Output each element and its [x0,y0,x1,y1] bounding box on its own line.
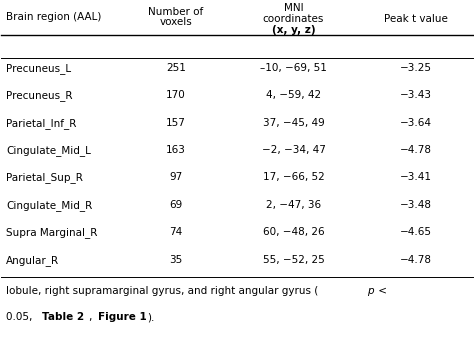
Text: Angular_R: Angular_R [6,255,59,266]
Text: 157: 157 [166,118,186,128]
Text: 251: 251 [166,63,186,73]
Text: 163: 163 [166,145,186,155]
Text: −3.25: −3.25 [400,63,432,73]
Text: 55, −52, 25: 55, −52, 25 [263,255,324,265]
Text: Precuneus_L: Precuneus_L [6,63,71,74]
Text: Precuneus_R: Precuneus_R [6,90,73,101]
Text: Cingulate_Mid_L: Cingulate_Mid_L [6,145,91,156]
Text: Number of: Number of [148,7,203,17]
Text: −4.78: −4.78 [400,145,432,155]
Text: lobule, right supramarginal gyrus, and right angular gyrus (: lobule, right supramarginal gyrus, and r… [6,286,319,296]
Text: −3.48: −3.48 [400,200,432,210]
Text: Parietal_Sup_R: Parietal_Sup_R [6,172,83,183]
Text: –10, −69, 51: –10, −69, 51 [260,63,327,73]
Text: Brain region (AAL): Brain region (AAL) [6,12,101,22]
Text: ,: , [89,312,95,322]
Text: −3.41: −3.41 [400,172,432,182]
Text: 4, −59, 42: 4, −59, 42 [266,90,321,100]
Text: p: p [366,286,373,296]
Text: 37, −45, 49: 37, −45, 49 [263,118,324,128]
Text: (x, y, z): (x, y, z) [272,25,315,35]
Text: Figure 1: Figure 1 [98,312,147,322]
Text: 170: 170 [166,90,186,100]
Text: Parietal_Inf_R: Parietal_Inf_R [6,118,76,129]
Text: −3.43: −3.43 [400,90,432,100]
Text: MNI: MNI [284,3,303,13]
Text: −2, −34, 47: −2, −34, 47 [262,145,326,155]
Text: 60, −48, 26: 60, −48, 26 [263,227,324,237]
Text: 17, −66, 52: 17, −66, 52 [263,172,324,182]
Text: <: < [375,286,387,296]
Text: ).: ). [147,312,155,322]
Text: Cingulate_Mid_R: Cingulate_Mid_R [6,200,92,211]
Text: Table 2: Table 2 [42,312,84,322]
Text: voxels: voxels [159,17,192,27]
Text: −4.78: −4.78 [400,255,432,265]
Text: coordinates: coordinates [263,14,324,24]
Text: 97: 97 [169,172,182,182]
Text: Supra Marginal_R: Supra Marginal_R [6,227,98,238]
Text: −4.65: −4.65 [400,227,432,237]
Text: −3.64: −3.64 [400,118,432,128]
Text: 2, −47, 36: 2, −47, 36 [266,200,321,210]
Text: 69: 69 [169,200,182,210]
Text: 74: 74 [169,227,182,237]
Text: 0.05,: 0.05, [6,312,36,322]
Text: 35: 35 [169,255,182,265]
Text: Peak t value: Peak t value [384,14,448,24]
